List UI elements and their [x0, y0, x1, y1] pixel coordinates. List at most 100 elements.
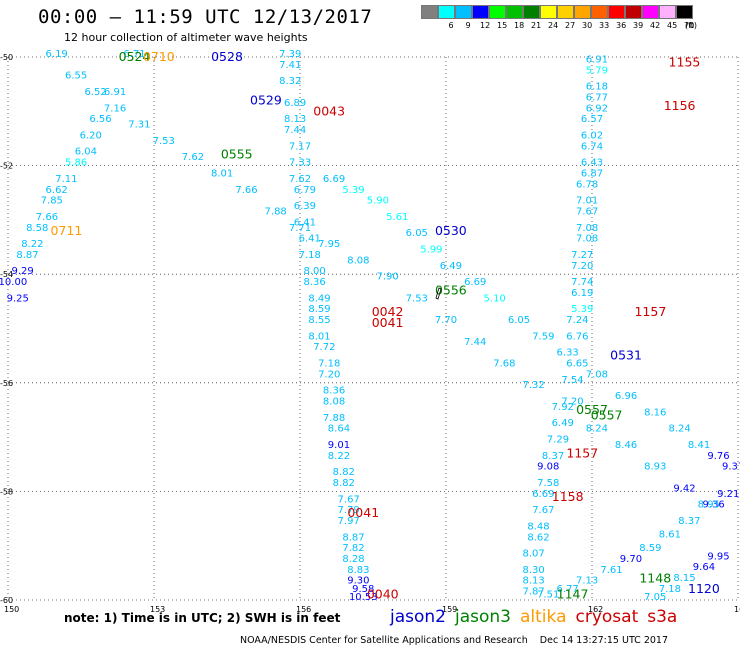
wave-height-value: 7.82	[342, 543, 364, 554]
legend-swatch	[659, 5, 676, 19]
legend-label: 45	[667, 21, 678, 30]
wave-height-value: 7.90	[376, 272, 398, 283]
wave-height-value: 6.04	[75, 147, 97, 158]
pass-time-label: 0040	[367, 587, 399, 602]
wave-height-value: 5.79	[586, 65, 608, 76]
legend-label: 21	[531, 21, 542, 30]
wave-height-value: 6.39	[294, 201, 316, 212]
wave-height-value: 8.01	[211, 168, 233, 179]
wave-height-value: 8.46	[615, 440, 637, 451]
wave-height-value: 9.76	[707, 451, 729, 462]
wave-height-value: 9.08	[537, 462, 559, 473]
wave-height-value: 7.66	[36, 212, 58, 223]
wave-height-value: 7.97	[338, 516, 360, 527]
legend-label: 42	[650, 21, 661, 30]
wave-height-value: 7.87	[522, 587, 544, 598]
wave-height-value: 7.05	[644, 592, 666, 603]
wave-height-value: 6.71	[123, 49, 145, 60]
wave-height-value: 7.95	[318, 239, 340, 250]
coast-fragment-icon	[435, 287, 442, 300]
wave-height-value: 8.30	[522, 565, 544, 576]
legend-label: 24	[548, 21, 559, 30]
wave-height-value: 7.74	[571, 277, 593, 288]
wave-height-value: 6.87	[581, 168, 603, 179]
wave-height-value: 6.79	[294, 185, 316, 196]
wave-height-value: 6.74	[581, 141, 603, 152]
wave-height-value: 7.08	[576, 234, 598, 245]
wave-height-value: 7.18	[299, 250, 321, 261]
wave-height-value: 8.82	[333, 467, 355, 478]
wave-height-value: 8.08	[347, 255, 369, 266]
wave-height-value: 9.36	[703, 500, 725, 511]
wave-height-value: 7.71	[289, 223, 311, 234]
legend-swatch	[523, 5, 540, 19]
wave-height-value: 6.91	[104, 87, 126, 98]
wave-height-value: 8.28	[342, 554, 364, 565]
track-jason2: 7.057.188.159.649.95	[644, 551, 730, 603]
legend-swatch	[506, 5, 523, 19]
satellite-legend-item: jason2	[390, 607, 446, 627]
legend-swatch	[421, 5, 438, 19]
wave-height-value: 8.22	[21, 239, 43, 250]
wave-height-value: 9.42	[673, 483, 695, 494]
legend-label: 9	[465, 21, 471, 30]
wave-height-value: 6.89	[284, 98, 306, 109]
wave-height-value: 5.10	[484, 293, 506, 304]
wave-height-value: 8.24	[668, 424, 690, 435]
wave-height-value: 7.53	[153, 136, 175, 147]
pass-time-label: 0041	[372, 315, 404, 330]
wave-height-value: 7.20	[318, 369, 340, 380]
pass-time-label: 0043	[313, 103, 345, 118]
wave-height-value: 8.48	[527, 521, 549, 532]
legend-label: 18	[514, 21, 525, 30]
satellite-legend-item: altika	[520, 607, 567, 627]
track-jason3: 7.516.777.137.619.708.59 8.61 8.37 8.959.21	[537, 489, 739, 600]
wave-height-value: 7.70	[435, 315, 457, 326]
pass-time-label: 1156	[664, 98, 696, 113]
wave-height-value: 6.69	[323, 174, 345, 185]
wave-height-value: 7.79	[338, 505, 360, 516]
wave-height-value: 8.36	[323, 386, 345, 397]
map-title: 00:00 – 11:59 UTC 12/13/2017	[38, 6, 373, 28]
wave-height-value: 8.58	[26, 223, 48, 234]
wave-height-value: 7.33	[289, 158, 311, 169]
legend-label: 70	[684, 21, 695, 30]
wave-height-value: 9.01	[328, 440, 350, 451]
map-subtitle: 12 hour collection of altimeter wave hei…	[64, 31, 308, 44]
track-jason2: 6.196.556.527.167.317.537.628.017.667.88…	[46, 49, 725, 511]
wave-height-value: 9.95	[707, 551, 729, 562]
wave-height-value: 7.61	[600, 565, 622, 576]
wave-height-value: 6.92	[586, 103, 608, 114]
track-cryosat: 6.49 7.29 8.379.08 7.586.69 7.67 8.488.62 8.07…	[522, 418, 573, 597]
lat-tick-label: -54	[0, 270, 13, 279]
legend-label: 30	[582, 21, 593, 30]
pass-time-label: 0524	[119, 49, 151, 64]
wave-height-value: 8.07	[522, 549, 544, 560]
wave-height-value: 6.78	[576, 179, 598, 190]
wave-height-value: 7.41	[279, 60, 301, 71]
wave-height-value: 6.77	[557, 584, 579, 595]
legend-swatch	[540, 5, 557, 19]
legend-swatch	[557, 5, 574, 19]
wave-height-value: 8.01	[308, 331, 330, 342]
axis-ticks: 150 153 156 159 162 165 -50 -52 -54 -56 -58 -60	[0, 53, 740, 614]
legend-swatch	[574, 5, 591, 19]
lon-tick-label: 165	[734, 605, 740, 614]
wave-height-value: 8.08	[323, 397, 345, 408]
wave-height-value: 7.58	[537, 478, 559, 489]
wave-height-value: 7.67	[338, 494, 360, 505]
wave-height-value: 6.62	[46, 185, 68, 196]
wave-height-value: 5.86	[65, 158, 87, 169]
wave-height-value: 8.82	[333, 478, 355, 489]
wave-height-value: 6.05	[508, 315, 530, 326]
wave-height-value: 9.37	[722, 462, 740, 473]
pass-time-label: 0528	[211, 49, 243, 64]
legend-label: 33	[599, 21, 610, 30]
lat-tick-label: -58	[0, 487, 13, 496]
lat-tick-label: -50	[0, 53, 13, 62]
wave-height-value: 7.16	[104, 103, 126, 114]
wave-height-value: 6.69	[532, 489, 554, 500]
wave-height-value: 7.54	[561, 375, 583, 386]
legend-swatch	[438, 5, 455, 19]
